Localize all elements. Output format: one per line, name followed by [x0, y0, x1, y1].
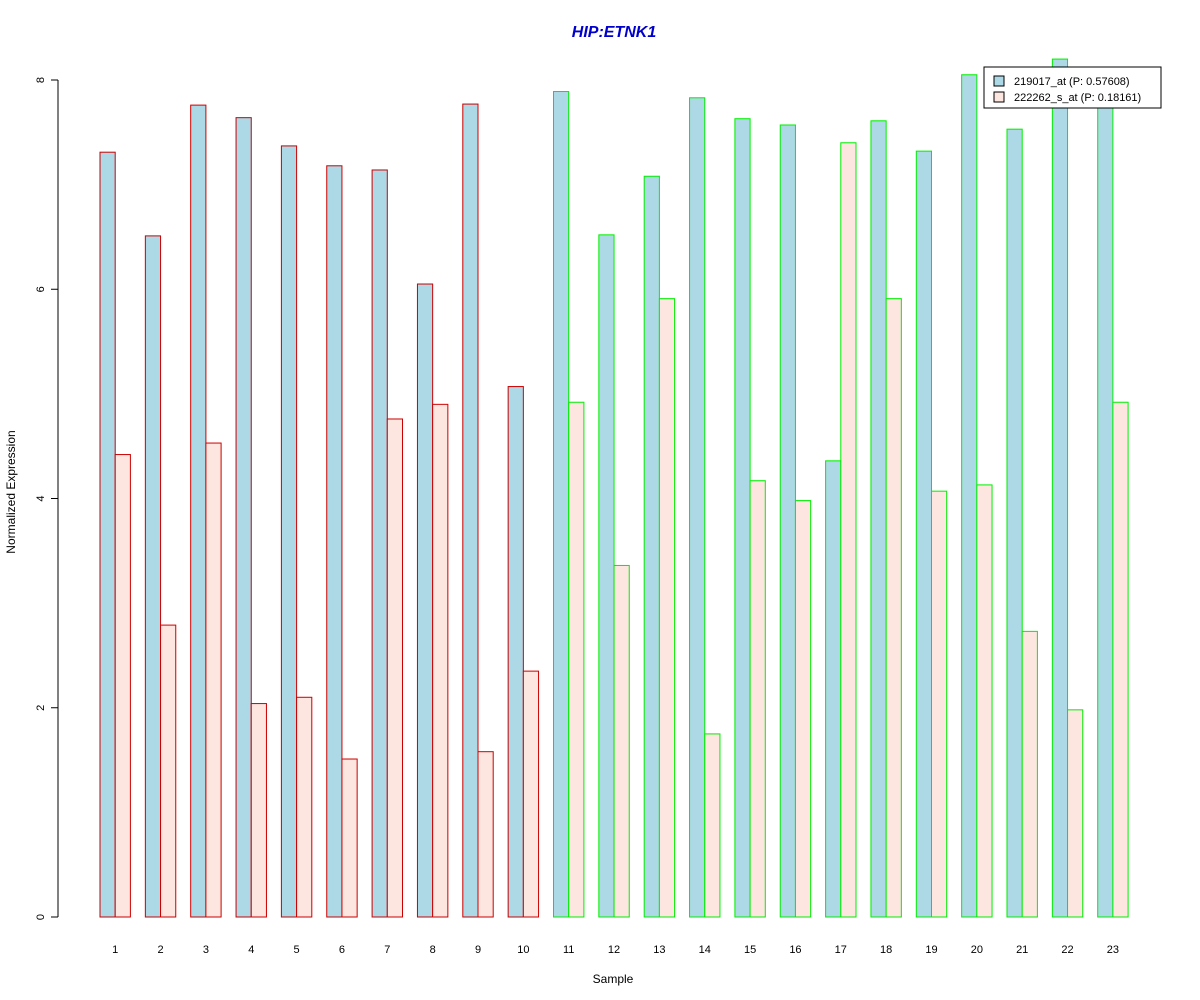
legend-swatch	[993, 91, 1005, 103]
x-tick-label: 21	[1016, 944, 1028, 956]
legend: 219017_at (P: 0.57608) 222262_s_at (P: 0.…	[983, 66, 1162, 109]
bars-group	[99, 58, 1129, 918]
y-axis-label: Normalized Expression	[4, 430, 18, 553]
bar-222262-s-at-16	[794, 500, 812, 918]
bar-222262-s-at-13	[658, 298, 676, 918]
x-tick-label: 11	[563, 944, 574, 956]
bar-222262-s-at-21	[1021, 630, 1038, 918]
bar-219017-at-19	[915, 150, 932, 918]
bar-222262-s-at-23	[1112, 401, 1129, 918]
bar-222262-s-at-19	[931, 490, 948, 918]
x-tick-label: 6	[339, 944, 345, 956]
bar-222262-s-at-10	[522, 670, 540, 918]
bar-222262-s-at-5	[296, 696, 313, 918]
x-tick-label: 22	[1061, 944, 1073, 956]
bar-222262-s-at-1	[114, 454, 131, 918]
x-tick-label: 20	[971, 944, 983, 956]
y-tick-label: 0	[35, 914, 47, 920]
x-tick-label: 14	[699, 944, 711, 956]
bar-222262-s-at-18	[885, 298, 902, 918]
bar-219017-at-12	[598, 234, 615, 918]
bar-219017-at-5	[280, 145, 298, 918]
x-tick-label: 1	[112, 944, 118, 956]
bar-219017-at-15	[734, 118, 751, 918]
x-tick-label: 8	[430, 944, 436, 956]
y-tick-label: 6	[35, 286, 47, 292]
bar-219017-at-2	[144, 235, 162, 918]
bar-219017-at-4	[235, 117, 252, 918]
bar-222262-s-at-7	[386, 418, 403, 918]
bar-219017-at-16	[779, 124, 796, 918]
legend-swatch	[993, 75, 1005, 87]
x-tick-label: 12	[608, 944, 620, 956]
x-tick-labels: 1 2 3 4 5 6 7 8 9 10 11 12 13 14 15 16 17 18 19 20 21 22 23	[112, 944, 1119, 956]
bar-222262-s-at-2	[160, 624, 177, 918]
bar-219017-at-13	[643, 175, 660, 918]
bar-222262-s-at-15	[749, 480, 766, 918]
x-tick-label: 2	[157, 944, 163, 956]
bar-222262-s-at-12	[613, 564, 630, 918]
legend-entry: 222262_s_at (P: 0.18161)	[1014, 92, 1141, 104]
x-axis-label: Sample	[593, 972, 634, 986]
bar-219017-at-3	[190, 104, 207, 918]
bar-219017-at-23	[1097, 100, 1114, 918]
bar-219017-at-11	[553, 91, 570, 918]
bar-222262-s-at-14	[704, 733, 721, 918]
bar-222262-s-at-8	[432, 403, 449, 918]
y-tick-label: 2	[35, 705, 47, 711]
x-tick-label: 15	[744, 944, 756, 956]
x-tick-label: 7	[384, 944, 390, 956]
bar-219017-at-6	[326, 165, 343, 918]
x-tick-label: 17	[835, 944, 847, 956]
legend-box	[983, 66, 1162, 109]
bar-219017-at-14	[689, 97, 706, 918]
bar-219017-at-8	[416, 283, 434, 918]
bar-219017-at-10	[507, 386, 524, 918]
bar-219017-at-21	[1006, 128, 1023, 918]
bar-222262-s-at-3	[205, 442, 222, 918]
bar-219017-at-7	[371, 169, 388, 918]
bar-219017-at-20	[961, 74, 978, 918]
x-tick-label: 3	[203, 944, 209, 956]
bar-222262-s-at-11	[568, 401, 585, 918]
bar-222262-s-at-4	[250, 703, 267, 918]
bar-222262-s-at-9	[477, 751, 494, 918]
bar-222262-s-at-17	[840, 142, 857, 918]
y-tick-label: 8	[35, 77, 47, 83]
y-axis: 0 2 4 6 8	[35, 77, 59, 920]
x-tick-label: 13	[653, 944, 665, 956]
bar-222262-s-at-20	[976, 484, 993, 918]
x-tick-label: 5	[294, 944, 300, 956]
bar-222262-s-at-22	[1067, 709, 1084, 918]
x-tick-label: 18	[880, 944, 892, 956]
legend-entry: 219017_at (P: 0.57608)	[1014, 76, 1130, 88]
chart-title: HIP:ETNK1	[572, 24, 657, 41]
bar-219017-at-9	[462, 103, 479, 918]
x-tick-label: 16	[789, 944, 801, 956]
bar-219017-at-17	[825, 460, 842, 918]
y-tick-label: 4	[35, 495, 47, 501]
x-tick-label: 23	[1107, 944, 1119, 956]
x-tick-label: 19	[925, 944, 937, 956]
bar-219017-at-18	[870, 120, 887, 918]
bar-219017-at-1	[99, 151, 116, 918]
x-tick-label: 4	[248, 944, 254, 956]
bar-222262-s-at-6	[341, 758, 358, 918]
bar-219017-at-22	[1051, 58, 1069, 918]
x-tick-label: 9	[475, 944, 481, 956]
x-tick-label: 10	[517, 944, 529, 956]
